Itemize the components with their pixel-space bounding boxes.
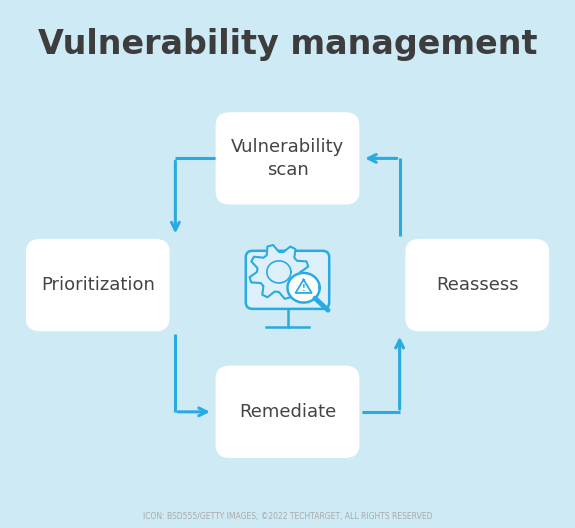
Polygon shape bbox=[288, 273, 320, 303]
Text: Vulnerability
scan: Vulnerability scan bbox=[231, 138, 344, 179]
Text: !: ! bbox=[302, 284, 305, 293]
FancyBboxPatch shape bbox=[405, 239, 549, 332]
FancyBboxPatch shape bbox=[216, 365, 359, 458]
FancyBboxPatch shape bbox=[216, 112, 359, 205]
Text: Prioritization: Prioritization bbox=[41, 276, 155, 294]
FancyBboxPatch shape bbox=[26, 239, 170, 332]
Text: ICON: BSD555/GETTY IMAGES; ©2022 TECHTARGET, ALL RIGHTS RESERVED: ICON: BSD555/GETTY IMAGES; ©2022 TECHTAR… bbox=[143, 512, 432, 521]
Polygon shape bbox=[250, 245, 308, 299]
Text: Remediate: Remediate bbox=[239, 403, 336, 421]
Text: Vulnerability management: Vulnerability management bbox=[38, 29, 537, 61]
Polygon shape bbox=[267, 261, 291, 283]
Text: Reassess: Reassess bbox=[436, 276, 519, 294]
FancyBboxPatch shape bbox=[246, 251, 329, 309]
